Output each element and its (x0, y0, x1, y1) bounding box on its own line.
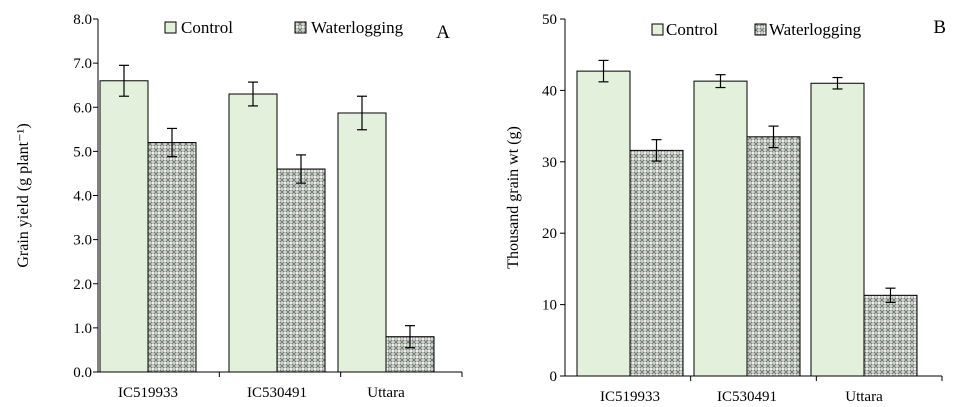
y-tick-label: 2.0 (73, 277, 92, 293)
y-tick-label: 6.0 (73, 100, 92, 116)
bar-control-IC530491 (693, 80, 748, 377)
y-tick-label: 0 (550, 369, 558, 385)
y-tick-label: 3.0 (73, 233, 92, 249)
panel-label: A (436, 22, 450, 43)
legend-label-waterlogging: Waterlogging (769, 20, 862, 39)
y-tick-label: 20 (542, 226, 557, 242)
y-tick-label: 5.0 (73, 144, 92, 160)
bar-control-IC519933 (99, 80, 149, 373)
y-tick-label: 10 (542, 298, 557, 314)
x-tick-label: IC519933 (600, 389, 660, 405)
bar-waterlogging-Uttara (863, 294, 918, 377)
panel-B: 0 10 20 30 40 50 IC519933 IC530491 Uttara Thousan… (505, 12, 946, 405)
legend-swatch-waterlogging (294, 21, 307, 34)
panel-A: 0.0 1.0 2.0 3.0 4.0 5.0 6.0 7.0 8.0 IC519933 IC530… (15, 12, 463, 401)
x-tick-label: IC530491 (247, 385, 307, 401)
bar-waterlogging-IC519933 (147, 142, 197, 373)
y-tick-label: 40 (542, 83, 557, 99)
y-axis-label: Grain yield (g plant⁻¹) (15, 123, 32, 267)
y-tick-label: 50 (542, 12, 557, 28)
bar-waterlogging-IC519933 (629, 149, 684, 377)
legend-label-control: Control (666, 20, 718, 39)
legend-swatch-waterlogging (754, 23, 767, 36)
x-tick-label: IC530491 (717, 389, 777, 405)
y-tick-label: 8.0 (73, 12, 92, 28)
legend-swatch-control (164, 21, 177, 34)
y-tick-label: 7.0 (73, 56, 92, 72)
panel-label: B (933, 17, 946, 38)
y-tick-label: 30 (542, 155, 557, 171)
y-tick-label: 0.0 (73, 365, 92, 381)
x-tick-label: IC519933 (118, 385, 178, 401)
legend-label-waterlogging: Waterlogging (311, 18, 404, 37)
bar-control-Uttara (810, 82, 865, 377)
bar-control-Uttara (337, 112, 387, 373)
legend-swatch-control (651, 23, 664, 36)
bar-control-IC519933 (576, 70, 631, 377)
bar-control-IC530491 (228, 93, 278, 373)
bar-waterlogging-IC530491 (746, 136, 801, 377)
legend-label-control: Control (181, 18, 233, 37)
y-tick-label: 1.0 (73, 321, 92, 337)
x-tick-label: Uttara (845, 389, 883, 405)
y-axis-label: Thousand grain wt (g) (505, 126, 522, 269)
y-tick-label: 4.0 (73, 189, 92, 205)
x-tick-label: Uttara (367, 385, 405, 401)
bar-waterlogging-IC530491 (276, 168, 326, 373)
